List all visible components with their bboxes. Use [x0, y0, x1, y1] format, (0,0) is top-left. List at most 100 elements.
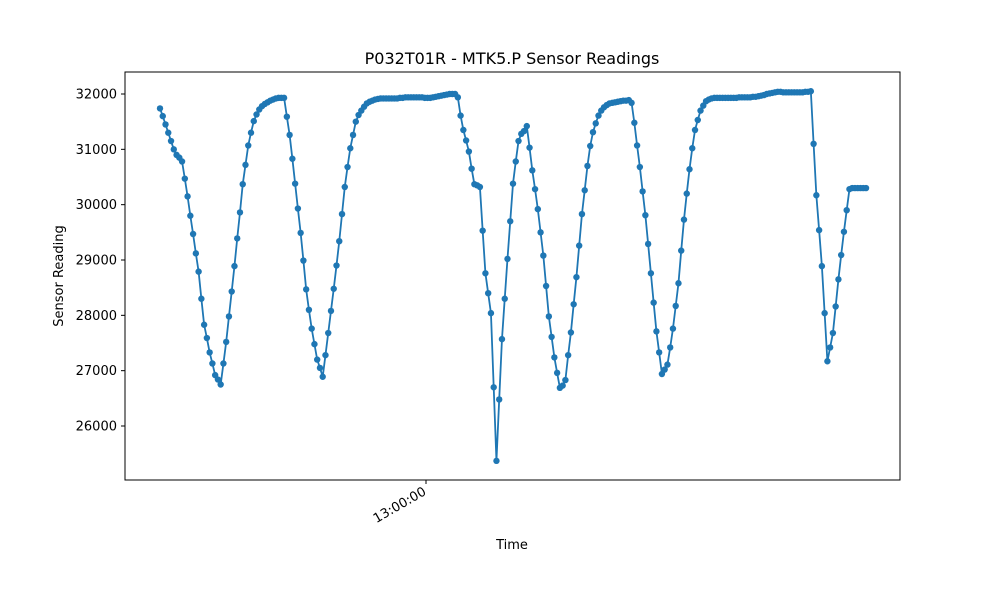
- data-point: [553, 369, 561, 377]
- data-point: [837, 251, 845, 259]
- data-point: [551, 354, 558, 361]
- data-point: [289, 155, 296, 162]
- data-point: [498, 335, 506, 343]
- x-axis-label: Time: [495, 538, 528, 553]
- data-point: [484, 290, 492, 297]
- data-point: [581, 187, 588, 194]
- data-point: [523, 122, 530, 130]
- data-point: [821, 309, 828, 317]
- data-point: [644, 240, 652, 248]
- data-point: [170, 146, 177, 153]
- data-point: [162, 121, 169, 128]
- y-tick-label: 32000: [76, 88, 117, 103]
- data-point: [325, 329, 332, 337]
- data-point: [214, 376, 222, 383]
- data-point: [667, 344, 674, 351]
- data-point: [250, 117, 257, 125]
- data-point: [675, 280, 682, 287]
- data-point: [245, 142, 252, 149]
- data-point: [322, 351, 329, 359]
- data-point: [807, 88, 815, 95]
- data-point: [297, 229, 304, 237]
- data-point: [691, 126, 699, 134]
- data-point: [655, 349, 663, 356]
- data-point: [222, 338, 230, 346]
- y-tick-label: 28000: [76, 309, 117, 324]
- data-point: [570, 301, 577, 308]
- data-point: [165, 129, 172, 136]
- data-point: [562, 376, 569, 384]
- data-point: [589, 128, 597, 136]
- data-point: [669, 325, 677, 332]
- data-point: [482, 270, 489, 277]
- data-point: [683, 190, 690, 197]
- data-point: [352, 118, 359, 125]
- data-point: [236, 209, 244, 216]
- data-point: [178, 158, 186, 165]
- data-point: [479, 227, 486, 234]
- data-point: [283, 113, 291, 120]
- data-point: [192, 250, 200, 257]
- chart-title: P032T01R - MTK5.P Sensor Readings: [365, 49, 660, 68]
- data-point: [628, 99, 635, 107]
- data-point: [280, 94, 288, 102]
- data-point: [465, 148, 473, 155]
- data-point: [187, 212, 194, 219]
- data-point: [829, 329, 837, 337]
- data-point: [545, 313, 553, 320]
- data-point: [493, 457, 500, 465]
- y-axis-label: Sensor Reading: [52, 225, 67, 326]
- y-tick-label: 30000: [76, 198, 117, 213]
- data-point: [575, 242, 583, 249]
- data-point: [573, 273, 580, 281]
- data-point: [520, 127, 528, 135]
- data-point: [468, 165, 475, 172]
- data-point: [308, 325, 315, 332]
- data-point: [501, 295, 508, 302]
- data-point: [810, 140, 817, 147]
- data-point: [639, 188, 646, 195]
- y-axis: 26000 27000 28000 29000 30000 31000 32000: [76, 88, 125, 435]
- data-point: [515, 137, 522, 145]
- data-point: [209, 360, 216, 367]
- data-point: [316, 364, 324, 372]
- data-point: [697, 107, 704, 114]
- data-point: [840, 228, 848, 235]
- data-point: [537, 229, 544, 236]
- data-point: [247, 129, 255, 136]
- y-tick-label: 27000: [76, 364, 117, 379]
- data-point: [559, 382, 566, 389]
- data-point: [595, 112, 602, 119]
- data-point: [531, 185, 539, 193]
- data-point: [286, 131, 293, 139]
- data-point: [490, 384, 497, 391]
- data-point: [631, 119, 638, 126]
- data-point: [217, 381, 224, 388]
- data-point: [327, 307, 335, 315]
- data-point: [195, 268, 202, 275]
- data-point: [291, 180, 299, 187]
- data-point: [496, 396, 503, 403]
- data-point: [567, 329, 575, 336]
- data-point: [694, 116, 701, 124]
- data-point: [832, 303, 839, 310]
- data-point: [200, 321, 208, 328]
- data-point: [305, 306, 313, 313]
- data-point: [678, 247, 685, 254]
- series-layer: [156, 88, 870, 465]
- data-point: [476, 183, 484, 191]
- data-point: [512, 158, 519, 165]
- data-point: [534, 205, 542, 213]
- data-point: [592, 120, 599, 127]
- data-point: [206, 349, 213, 356]
- data-point: [300, 257, 307, 264]
- data-point: [239, 180, 246, 188]
- data-point: [487, 309, 495, 317]
- data-point: [815, 226, 823, 234]
- data-point: [220, 360, 227, 367]
- data-point: [184, 193, 191, 200]
- data-point: [311, 340, 318, 348]
- data-point: [587, 142, 594, 150]
- data-point: [672, 302, 679, 310]
